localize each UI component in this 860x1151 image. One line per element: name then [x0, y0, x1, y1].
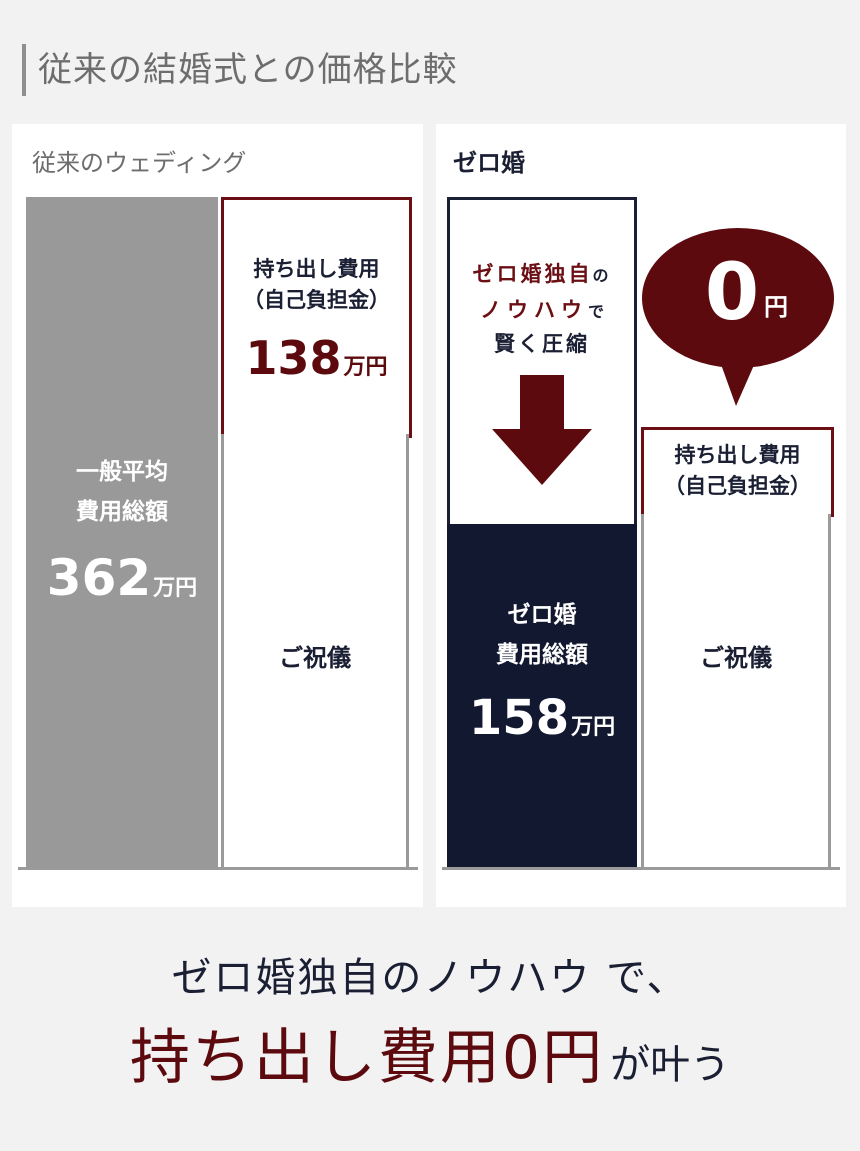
message-line-2-main: 持ち出し費用0円 [129, 1023, 605, 1093]
zerokon-total-label-1: ゼロ婚 [507, 602, 577, 628]
zerokon-total-value: 158万円 [447, 690, 637, 756]
baseline-right [442, 867, 840, 870]
out-of-pocket-unit-left: 万円 [343, 355, 388, 380]
out-of-pocket-label-right-1: 持ち出し費用 [674, 443, 801, 467]
out-of-pocket-number-left: 138 [245, 331, 342, 385]
knowhow-line-1: ゼロ婚独自の [450, 256, 634, 294]
average-total-label-1: 一般平均 [76, 459, 168, 485]
down-arrow-icon [492, 375, 592, 485]
speech-bubble-icon [642, 228, 834, 406]
gift-label-left: ご祝儀 [279, 644, 351, 672]
title-accent-bar [22, 44, 26, 96]
page-title: 従来の結婚式との価格比較 [38, 50, 458, 90]
knowhow-line-3: 賢く圧縮 [494, 332, 590, 356]
message-line-2-suffix: が叶う [610, 1042, 731, 1088]
zerokon-total-number: 158 [468, 690, 570, 746]
gift-label-right: ご祝儀 [700, 644, 772, 672]
knowhow-line-1-main: ゼロ婚独自 [472, 262, 593, 286]
out-of-pocket-box-right [641, 427, 834, 517]
gift-box-left [221, 434, 409, 867]
baseline-left [18, 867, 418, 870]
knowhow-line-2-main: ノウハウ [479, 298, 588, 322]
average-total-number: 362 [46, 549, 152, 607]
out-of-pocket-box-left [221, 197, 412, 438]
average-total-label-2: 費用総額 [76, 499, 168, 525]
gift-box-right [641, 514, 831, 867]
message-line-2: 持ち出し費用0円 が叶う [0, 1018, 860, 1113]
knowhow-line-1-suffix: の [592, 266, 612, 285]
traditional-label: 従来のウェディング [32, 149, 247, 177]
zerokon-label: ゼロ婚 [453, 149, 525, 177]
zero-yen-number: 0 [704, 248, 760, 338]
average-total-value: 362万円 [26, 550, 218, 617]
zerokon-total-label-2: 費用総額 [496, 642, 588, 668]
zerokon-total-unit: 万円 [571, 715, 616, 740]
knowhow-line-2: ノウハウで [450, 292, 634, 330]
message-line-1: ゼロ婚独自のノウハウ で、 [171, 955, 689, 1001]
out-of-pocket-label-left-1: 持ち出し費用 [253, 257, 380, 281]
zerokon-total-bar [447, 524, 637, 867]
out-of-pocket-label-right-2: （自己負担金） [664, 474, 811, 498]
knowhow-line-2-suffix: で [587, 302, 604, 321]
out-of-pocket-value-left: 138万円 [224, 330, 409, 396]
average-total-unit: 万円 [153, 576, 198, 601]
out-of-pocket-label-left-2: （自己負担金） [243, 288, 390, 312]
average-total-bar [26, 197, 218, 867]
zero-yen-unit: 円 [764, 293, 788, 321]
